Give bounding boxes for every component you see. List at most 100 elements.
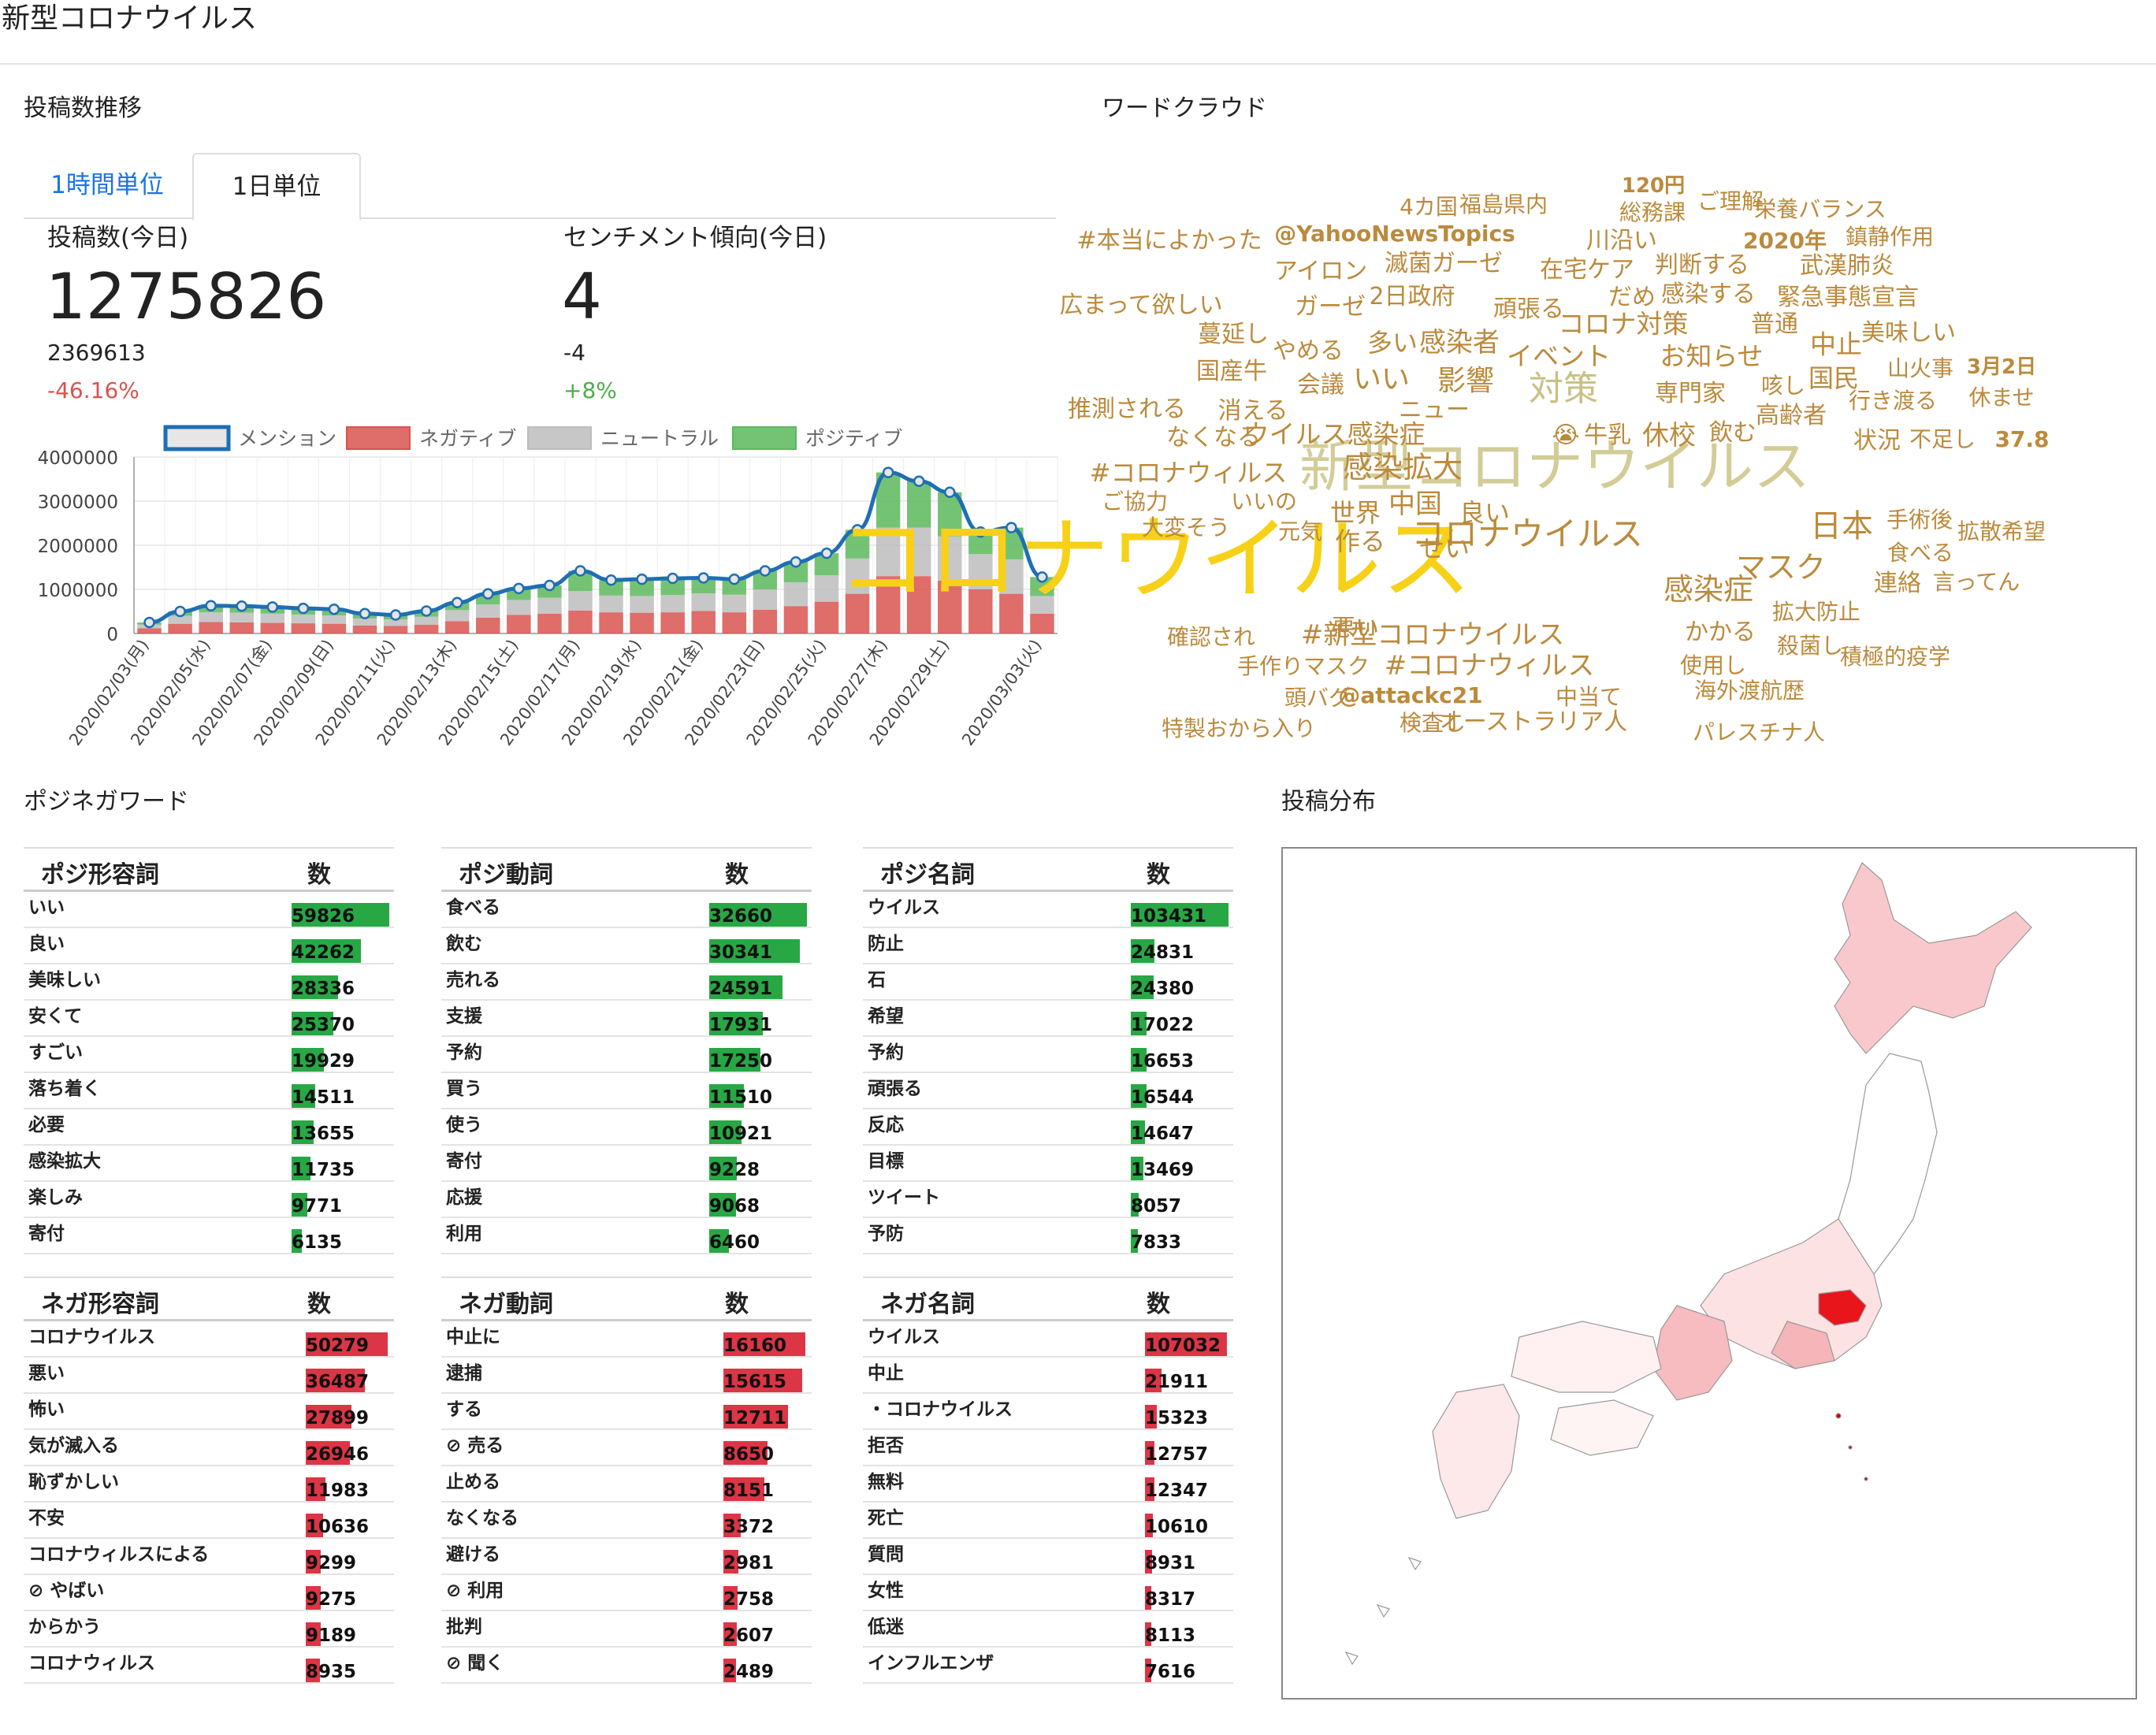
word-cloud-term: ウイルス感染症 — [1243, 418, 1426, 450]
table-row: 拒否 12757 — [863, 1430, 1233, 1466]
bar-negative — [783, 606, 808, 633]
tab-daily[interactable]: 1日単位 — [192, 153, 361, 221]
word-label: ウイルス — [868, 1327, 940, 1347]
bar-neutral — [229, 612, 254, 622]
table-row: 食べる 32660 — [441, 892, 812, 928]
bar-negative — [814, 601, 839, 633]
bar-neutral — [845, 558, 870, 594]
bar-neutral — [999, 559, 1024, 594]
word-cloud-term: 休校 — [1642, 420, 1696, 451]
mention-point — [667, 572, 678, 585]
count-bar-fill — [709, 1120, 742, 1144]
word-cloud-term: 緊急事態宣言 — [1777, 284, 1919, 311]
mention-point — [697, 572, 709, 584]
kpi-posts-value: 1275826 — [46, 260, 327, 333]
japan-map-icon — [1344, 862, 2032, 1666]
count-bar-fill — [306, 1405, 351, 1428]
word-count: 17931 — [709, 1015, 773, 1035]
word-count: 16653 — [1131, 1051, 1195, 1072]
word-count: 7833 — [1131, 1232, 1182, 1253]
word-cloud-term: 2日政府 — [1369, 283, 1455, 310]
word-label: コロナウィルス — [28, 1653, 155, 1674]
count-bar-fill — [709, 975, 783, 999]
count-bar-fill — [306, 1622, 321, 1646]
y-tick-label: 4000000 — [38, 448, 118, 469]
count-bar-fill — [1131, 939, 1154, 963]
word-count: 2607 — [723, 1625, 775, 1646]
table-row: ⊘ やばい 9275 — [24, 1575, 394, 1611]
word-cloud-term: 対策 — [1529, 369, 1598, 409]
count-bar-fill — [723, 1622, 737, 1646]
word-cloud-term: 感染する — [1661, 280, 1756, 308]
section-title-distribution: 投稿分布 — [1281, 788, 1376, 815]
count-bar-fill — [709, 1084, 744, 1108]
count-bar-fill — [1131, 1084, 1147, 1108]
bar-neutral — [599, 595, 623, 613]
word-label: 楽しみ — [28, 1187, 83, 1208]
mention-point — [297, 602, 310, 615]
word-label: ⊘ 聞く — [446, 1653, 504, 1674]
tab-hourly[interactable]: 1時間単位 — [50, 171, 164, 199]
bar-negative — [999, 593, 1024, 633]
app-title: 新型コロナウイルス — [2, 2, 258, 35]
word-label: 悪い — [28, 1363, 65, 1384]
table-row: 悪い 36487 — [24, 1358, 394, 1394]
table-row: 止める 8151 — [441, 1466, 812, 1503]
table-header: ポジ名詞 数 — [863, 847, 1233, 892]
word-count: 7616 — [1145, 1662, 1196, 1682]
section-title-trend: 投稿数推移 — [24, 95, 142, 122]
bar-neutral — [537, 597, 562, 614]
word-cloud-term: 広まって欲しい — [1059, 292, 1223, 319]
table-row: 楽しみ 9771 — [24, 1182, 394, 1218]
word-label: 感染拡大 — [28, 1151, 101, 1172]
mention-point — [513, 582, 525, 595]
word-cloud-term: 2020年 — [1743, 228, 1827, 254]
word-count: 8931 — [1145, 1553, 1196, 1573]
word-count: 8057 — [1131, 1196, 1182, 1217]
count-bar-fill — [1145, 1514, 1154, 1537]
word-cloud-term: パレスチナ人 — [1692, 719, 1826, 745]
bar-neutral — [1030, 596, 1054, 614]
mention-point — [1006, 522, 1017, 533]
word-cloud-term: 中止 — [1810, 329, 1862, 360]
word-cloud-term: やめる — [1273, 337, 1344, 365]
kpi-sentiment-change: +8% — [563, 377, 617, 403]
bar-negative — [691, 611, 716, 633]
word-label: 怖い — [28, 1399, 65, 1420]
table-row: 支援 17931 — [441, 1001, 812, 1037]
word-count: 13469 — [1131, 1160, 1195, 1180]
mention-point — [359, 607, 371, 620]
word-count: 9771 — [292, 1196, 343, 1217]
bar-negative — [168, 623, 192, 633]
table-row: 死亡 10610 — [863, 1503, 1233, 1539]
bar-positive — [599, 580, 623, 596]
top-bar: 新型コロナウイルス — [0, 0, 2156, 65]
table-row: いい 59826 — [24, 892, 394, 928]
bar-positive — [906, 481, 931, 528]
table-row: ⊘ 聞く 2489 — [441, 1648, 812, 1684]
word-count: 13655 — [292, 1124, 355, 1144]
count-bar-fill — [723, 1586, 738, 1610]
kpi-posts-change: -46.16% — [47, 377, 139, 403]
count-bar-fill — [1131, 1012, 1147, 1035]
bar-positive — [753, 570, 778, 589]
mention-point — [851, 524, 864, 536]
word-cloud-term: @attackc21 — [1338, 682, 1483, 708]
word-label: 使う — [446, 1115, 482, 1135]
count-bar-fill — [292, 903, 389, 927]
word-label: 死亡 — [868, 1508, 904, 1529]
word-count: 15615 — [723, 1372, 787, 1392]
table-row: 美味しい 28336 — [24, 964, 394, 1001]
word-count: 17022 — [1131, 1015, 1195, 1035]
word-cloud-term: 普通 — [1751, 310, 1798, 338]
word-cloud-term: 福島県内 — [1459, 191, 1548, 217]
word-label: 寄付 — [446, 1151, 482, 1172]
word-cloud-term: 殺菌し — [1776, 633, 1844, 659]
word-count: 30341 — [709, 942, 773, 963]
word-count: 107032 — [1145, 1336, 1221, 1356]
count-bar-fill — [306, 1369, 366, 1392]
word-count: 2758 — [723, 1589, 775, 1610]
bar-neutral — [444, 610, 470, 622]
count-bar-fill — [723, 1441, 768, 1465]
word-cloud-term: 感染拡大 — [1342, 450, 1463, 485]
